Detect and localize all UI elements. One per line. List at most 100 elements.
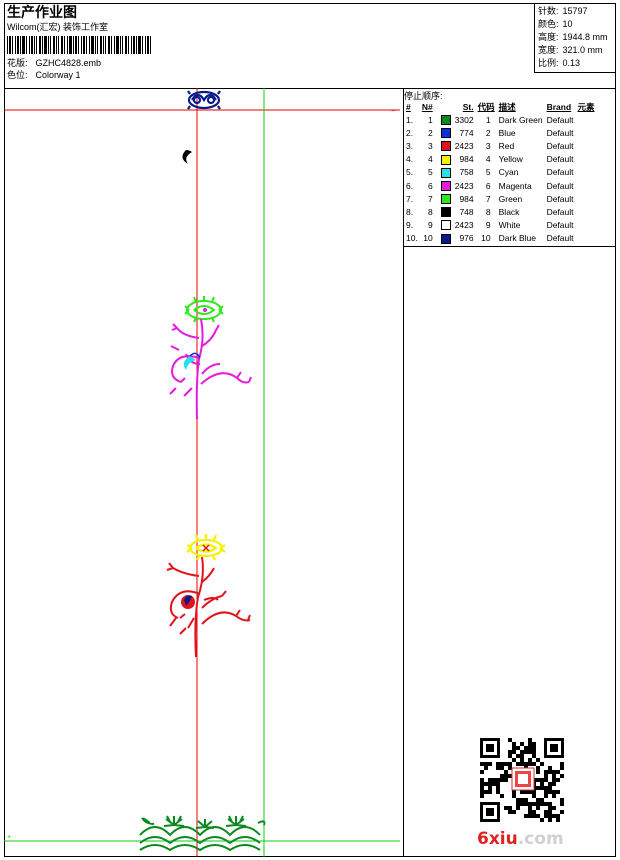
color-swatch (439, 126, 453, 139)
color-swatch (439, 166, 453, 179)
watermark-part2: .com (517, 829, 564, 849)
magenta-flower-motif (169, 296, 252, 420)
stop-sequence-title: 停止顺序: (404, 91, 443, 101)
design-file-label: 花版: (7, 58, 28, 68)
black-crescent-motif (182, 150, 192, 164)
color-row-element (576, 126, 597, 139)
red-flower-motif (166, 534, 251, 658)
color-row-desc: White (498, 220, 521, 231)
color-row-desc: Black (498, 206, 520, 217)
color-row-element (576, 179, 597, 192)
col-header-code: 代码 (477, 101, 495, 112)
color-row-num: 9. (406, 220, 414, 231)
color-row-brand: Default (546, 140, 574, 151)
color-row-num: 2. (406, 127, 414, 138)
color-swatch (439, 205, 453, 218)
stat-scale: 比例: 0.13 (538, 57, 616, 70)
color-row-num: 10. (406, 233, 418, 244)
watermark: 6xiu.com (477, 829, 564, 849)
colorway-label: 色位: (7, 70, 28, 80)
color-row-stitches: 984 (459, 154, 474, 165)
qr-code (480, 738, 564, 822)
color-row-num: 1. (406, 114, 414, 125)
color-row-n: 10 (423, 233, 433, 244)
color-swatch (439, 232, 453, 245)
color-row: 9. 9 2423 9 White Default (404, 219, 597, 232)
color-swatch-box (440, 233, 451, 244)
col-header-num: # (406, 101, 411, 112)
color-swatch-box (440, 167, 451, 178)
color-swatch-box (440, 180, 451, 191)
color-row-code: 3 (485, 140, 491, 151)
stat-colors: 颜色: 10 (538, 18, 616, 31)
color-row-brand: Default (546, 193, 574, 204)
color-row-stitches: 2423 (454, 180, 474, 191)
color-swatch (439, 219, 453, 232)
color-row-brand: Default (546, 114, 574, 125)
guide-marker-icon: ← (390, 107, 397, 114)
color-row-code: 1 (485, 114, 491, 125)
panel-divider (404, 246, 616, 247)
color-row-element (576, 153, 597, 166)
studio-name: Wilcom(汇宏) 装饰工作室 (7, 22, 108, 32)
color-row-desc: Cyan (498, 167, 519, 178)
color-sequence-table: # N# St. 代码 描述 Brand 元素 1. 1 3302 1 Dark Gre… (404, 100, 597, 245)
color-row-stitches: 2423 (454, 140, 474, 151)
color-row-desc: Yellow (498, 154, 523, 165)
color-swatch-box (440, 154, 451, 165)
green-border-motif (139, 815, 266, 852)
color-row-brand: Default (546, 127, 574, 138)
color-row-element (576, 166, 597, 179)
guide-marker-icon-bottom: + (7, 834, 11, 841)
color-row-desc: Blue (498, 127, 516, 138)
stop-sequence-panel: 停止顺序: # N# St. 代码 描述 Brand 元素 1. 1 3302 1 Da… (404, 88, 616, 857)
color-row: 1. 1 3302 1 Dark Green Default (404, 113, 597, 126)
color-row-n: 9 (427, 220, 433, 231)
color-row-stitches: 748 (459, 206, 474, 217)
color-row-code: 5 (485, 167, 491, 178)
color-row-desc: Magenta (498, 180, 532, 191)
color-row: 3. 3 2423 3 Red Default (404, 139, 597, 152)
embroidery-canvas: ← + (4, 88, 400, 857)
stat-stitches-label: 针数: (538, 6, 559, 16)
color-swatch (439, 113, 453, 126)
stat-colors-label: 颜色: (538, 19, 559, 29)
color-swatch-box (440, 194, 451, 205)
color-row-num: 6. (406, 180, 414, 191)
color-row: 6. 6 2423 6 Magenta Default (404, 179, 597, 192)
colorway-value: Colorway 1 (35, 70, 81, 80)
color-swatch-box (440, 220, 451, 231)
color-row-code: 2 (485, 127, 491, 138)
col-header-element: 元素 (577, 101, 595, 112)
color-row-num: 4. (406, 154, 414, 165)
color-swatch (439, 179, 453, 192)
color-row-desc: Green (498, 193, 523, 204)
color-row-code: 6 (485, 180, 491, 191)
color-row-element (576, 232, 597, 245)
color-row-element (576, 139, 597, 152)
color-row-n: 8 (427, 206, 433, 217)
color-row-stitches: 984 (459, 193, 474, 204)
design-preview: ← + (4, 88, 404, 857)
col-header-desc: 描述 (498, 101, 516, 112)
color-swatch (439, 153, 453, 166)
color-row-brand: Default (546, 233, 574, 244)
color-row: 5. 5 758 5 Cyan Default (404, 166, 597, 179)
header: 生产作业图 Wilcom(汇宏) 装饰工作室 (4, 3, 616, 89)
color-table-header: # N# St. 代码 描述 Brand 元素 (404, 100, 597, 113)
color-row-stitches: 758 (459, 167, 474, 178)
dark-blue-flower-motif (187, 90, 221, 110)
stat-scale-value: 0.13 (562, 58, 581, 68)
color-row-num: 3. (406, 140, 414, 151)
color-row-brand: Default (546, 220, 574, 231)
color-swatch-box (440, 114, 451, 125)
color-row-n: 7 (427, 193, 433, 204)
design-stats: 针数: 15797 颜色: 10 高度: 1944.8 mm 宽度: 321.0 mm … (534, 3, 616, 73)
barcode (7, 36, 152, 54)
color-row-brand: Default (546, 180, 574, 191)
watermark-part1: 6xiu (477, 829, 518, 849)
color-row-brand: Default (546, 167, 574, 178)
color-row-n: 4 (427, 154, 433, 165)
col-header-st: St. (462, 101, 474, 112)
col-header-n: N# (421, 101, 433, 112)
